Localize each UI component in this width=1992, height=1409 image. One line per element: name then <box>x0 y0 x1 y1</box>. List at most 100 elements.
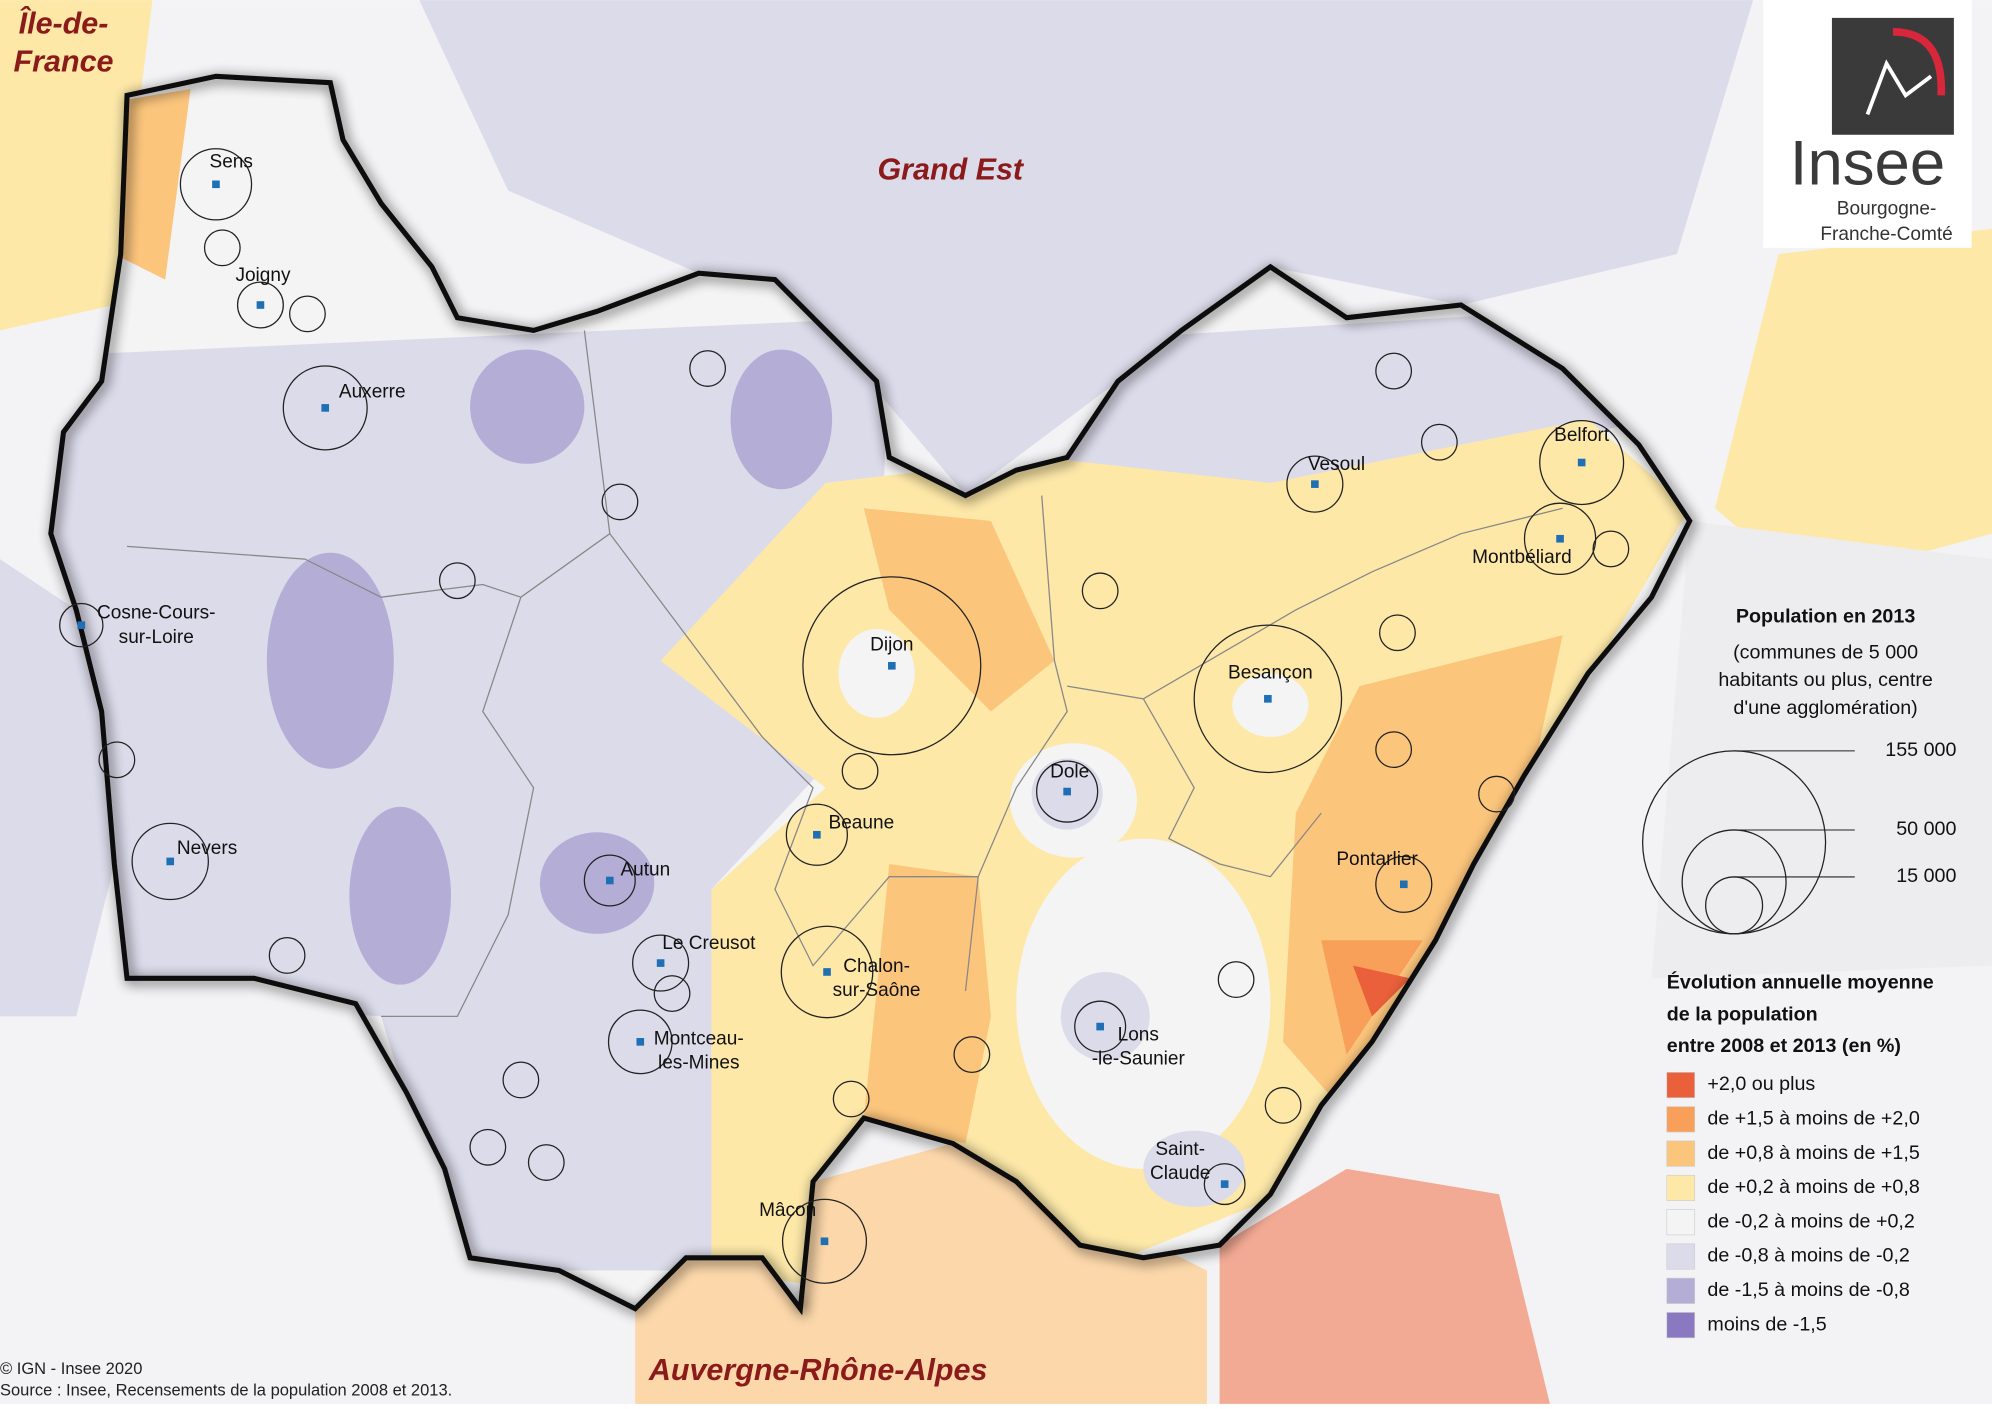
city-label: Autun <box>620 859 670 880</box>
commune-circle <box>1379 614 1416 652</box>
commune-circle <box>1081 572 1119 610</box>
commune-circle <box>502 1061 540 1099</box>
credit: © IGN - Insee 2020 <box>0 1360 142 1378</box>
commune-circle <box>1264 1086 1302 1124</box>
legend-size-label: 50 000 <box>1896 818 1956 840</box>
legend: Population en 2013 (communes de 5 000 habi… <box>1642 606 1956 1339</box>
city-circle <box>1375 855 1433 913</box>
city-label: Montceau- <box>654 1028 744 1049</box>
logo: Insee Bourgogne- Franche-Comté <box>1763 0 1972 248</box>
legend-label: de +0,2 à moins de +0,8 <box>1707 1176 1919 1198</box>
commune-circle <box>653 975 691 1012</box>
city-dot <box>823 968 831 976</box>
legend-size-label: 15 000 <box>1896 865 1956 887</box>
city-dot <box>1311 480 1319 488</box>
department-borders <box>126 330 1563 1018</box>
region-label: Auvergne-Rhône-Alpes <box>648 1353 988 1387</box>
city-circle <box>607 1009 673 1075</box>
legend-swatch <box>1666 1174 1696 1201</box>
city-dot <box>166 857 175 866</box>
city-circle <box>282 365 368 451</box>
city-circle <box>780 925 874 1019</box>
city-dot <box>820 1237 829 1246</box>
commune-circle <box>689 350 727 387</box>
legend-label: +2,0 ou plus <box>1707 1073 1815 1095</box>
city-circle <box>802 576 982 756</box>
city-label: Nevers <box>177 838 237 859</box>
commune-circle <box>1375 352 1413 390</box>
legend-label: de -1,5 à moins de -0,8 <box>1707 1279 1910 1301</box>
legend-label: de +1,5 à moins de +2,0 <box>1707 1108 1919 1130</box>
legend-label: de +0,8 à moins de +1,5 <box>1707 1142 1919 1164</box>
city-label: sur-Loire <box>119 627 194 648</box>
legend-label: moins de -1,5 <box>1707 1313 1826 1335</box>
region-label: Grand Est <box>877 153 1024 187</box>
city-dot <box>813 830 821 839</box>
commune-circle <box>438 562 476 600</box>
city-dot <box>1399 880 1408 889</box>
city-circle <box>1074 1000 1127 1053</box>
legend-title: de la population <box>1667 1003 1818 1025</box>
city-circle <box>781 1198 868 1284</box>
commune-circle <box>469 1128 507 1166</box>
legend-size-circle <box>1705 876 1764 935</box>
legend-swatch <box>1666 1106 1696 1133</box>
logo-region: Bourgogne- <box>1837 199 1937 220</box>
credit: Source : Insee, Recensements de la popul… <box>0 1382 452 1400</box>
city-label: Besançon <box>1228 662 1313 683</box>
region-label: Île-de- <box>19 5 109 41</box>
logo-glyph <box>1865 59 1933 116</box>
city-label: Montbéliard <box>1472 547 1572 568</box>
commune-circle <box>527 1144 565 1181</box>
city-label: Lons <box>1118 1025 1159 1046</box>
city-label: Mâcon <box>759 1200 816 1221</box>
legend-title: Évolution annuelle moyenne <box>1667 971 1934 994</box>
commune-circle <box>1592 530 1630 568</box>
city-dot <box>1096 1022 1104 1031</box>
logo-arc <box>1892 28 1946 96</box>
city-label: Auxerre <box>339 382 406 403</box>
commune-circle <box>203 229 241 267</box>
legend-subtitle: habitants ou plus, centre <box>1718 669 1933 691</box>
legend-title: entre 2008 et 2013 (en %) <box>1667 1035 1901 1057</box>
city-label: Pontarlier <box>1336 849 1418 870</box>
city-circle <box>1286 455 1344 513</box>
city-circle <box>1539 419 1625 506</box>
city-dot <box>888 661 896 670</box>
commune-circle <box>1217 961 1255 999</box>
city-label: Saint- <box>1155 1139 1205 1160</box>
city-label: les-Mines <box>658 1052 740 1073</box>
legend-title: Population en 2013 <box>1736 606 1915 628</box>
legend-swatch <box>1666 1209 1696 1236</box>
legend-size-label: 155 000 <box>1885 739 1956 761</box>
city-dot <box>1556 534 1564 543</box>
city-dot <box>656 959 665 967</box>
legend-swatch <box>1666 1277 1696 1304</box>
city-label: Dole <box>1050 762 1089 783</box>
city-label: Cosne-Cours- <box>97 603 216 624</box>
city-dot <box>1264 695 1272 703</box>
city-label: Sens <box>210 152 253 173</box>
commune-circle <box>832 1080 870 1118</box>
city-dot <box>1577 458 1586 467</box>
commune-circle <box>268 937 306 974</box>
commune-circle <box>1478 775 1515 813</box>
legend-subtitle: d'une agglomération) <box>1733 697 1917 719</box>
city-label: Beaune <box>829 812 895 833</box>
city-label: Chalon- <box>843 956 910 977</box>
legend-label: de -0,2 à moins de +0,2 <box>1707 1210 1914 1232</box>
commune-circle <box>1420 423 1458 461</box>
region-label: France <box>14 45 114 79</box>
city-circle <box>1203 1163 1246 1206</box>
city-label: Le Creusot <box>662 933 756 954</box>
commune-circle <box>601 483 639 521</box>
city-dot <box>321 404 330 412</box>
city-dot <box>1063 787 1071 796</box>
city-label: Claude <box>1150 1163 1210 1184</box>
commune-circle <box>1375 731 1413 769</box>
city-circle <box>583 854 636 907</box>
city-circle <box>632 934 690 992</box>
commune-circle <box>98 741 136 779</box>
